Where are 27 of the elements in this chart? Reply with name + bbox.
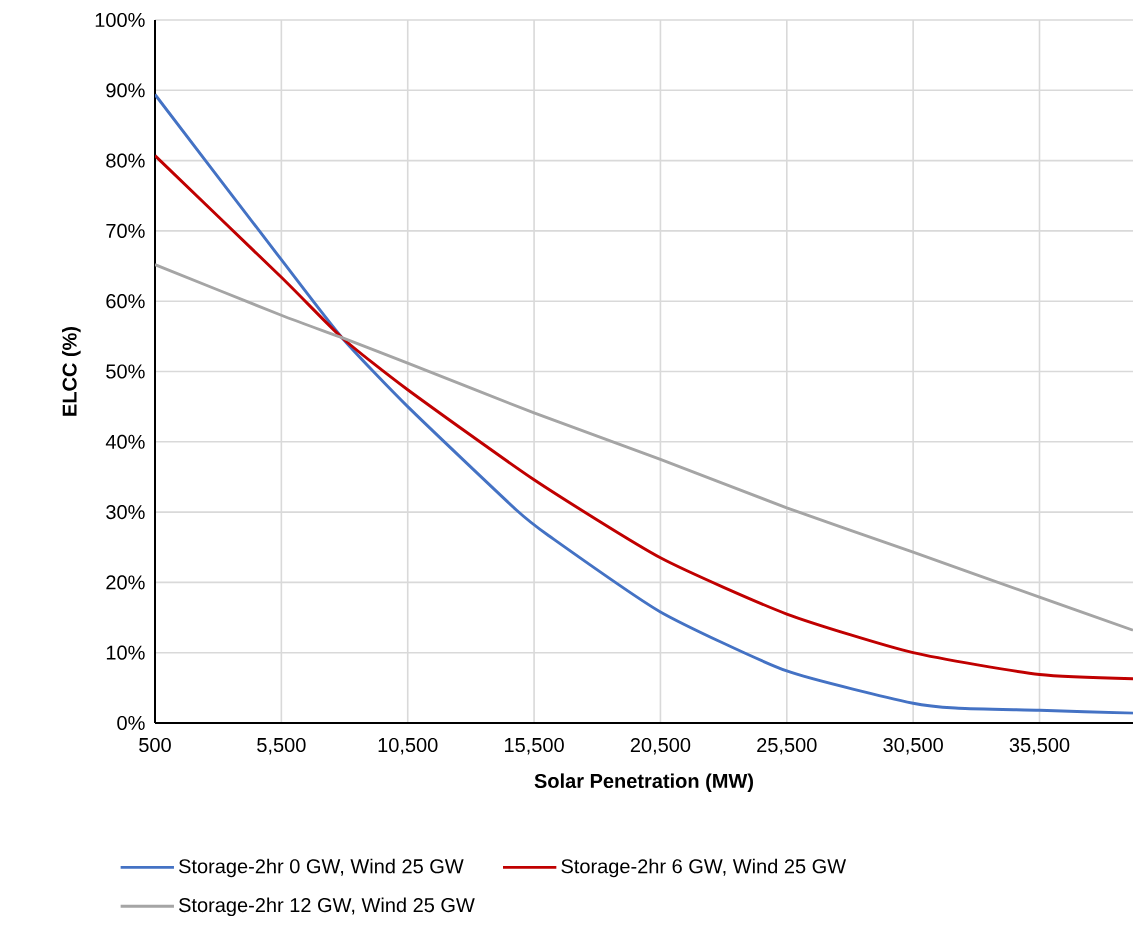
- y-tick-label: 10%: [106, 645, 145, 660]
- y-tick-label: 70%: [106, 223, 145, 238]
- x-tick-label: 5,500: [257, 737, 306, 755]
- x-axis-title: Solar Penetration (MW): [534, 773, 753, 793]
- y-tick-label: 100%: [95, 12, 145, 28]
- legend-label: Storage-2hr 12 GW, Wind 25 GW: [179, 897, 475, 917]
- legend-label: Storage-2hr 0 GW, Wind 25 GW: [179, 858, 464, 878]
- y-tick-label: 90%: [106, 83, 145, 98]
- legend-label: Storage-2hr 6 GW, Wind 25 GW: [561, 858, 847, 878]
- x-tick-label: 10,500: [378, 737, 438, 755]
- y-tick-label: 20%: [106, 575, 145, 590]
- y-tick-label: 80%: [106, 153, 145, 168]
- y-tick-label: 50%: [106, 364, 145, 379]
- x-tick-label: 25,500: [757, 737, 817, 755]
- x-tick-label: 35,500: [1009, 737, 1070, 755]
- y-tick-label: 0%: [117, 715, 145, 731]
- line-series: [155, 263, 1133, 632]
- y-tick-label: 60%: [106, 294, 145, 309]
- line-series: [155, 93, 1133, 715]
- x-tick-label: 20,500: [630, 737, 691, 755]
- y-axis-title: ELCC (%): [62, 326, 81, 416]
- x-tick-label: 30,500: [883, 737, 943, 755]
- line-series: [155, 154, 1133, 681]
- y-tick-label: 30%: [106, 505, 145, 520]
- x-tick-label: 15,500: [505, 737, 564, 755]
- y-tick-label: 40%: [105, 434, 145, 449]
- x-tick-label: 500: [139, 737, 171, 753]
